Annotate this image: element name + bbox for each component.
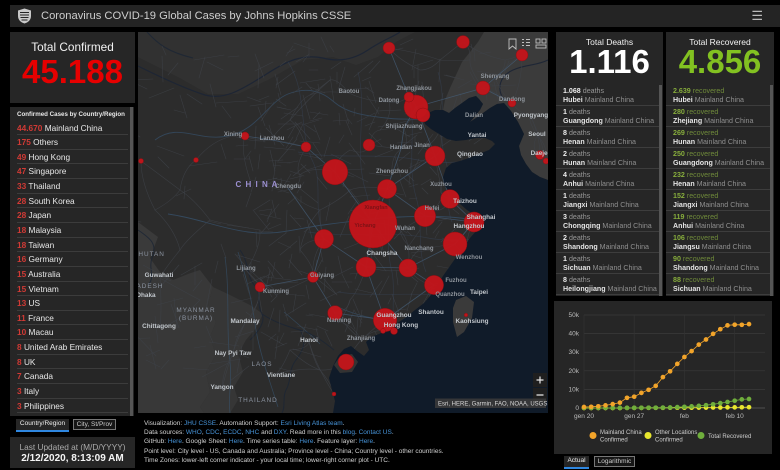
svg-text:Nay Pyi Taw: Nay Pyi Taw [215, 350, 252, 357]
svg-text:C H I N A: C H I N A [236, 180, 279, 189]
svg-text:Shijiazhuang: Shijiazhuang [385, 124, 422, 130]
svg-text:Guangzhou: Guangzhou [376, 312, 411, 319]
svg-text:Chittagong: Chittagong [142, 323, 176, 330]
svg-text:Mandalay: Mandalay [230, 318, 260, 325]
svg-text:Hefei: Hefei [425, 206, 440, 212]
svg-text:40k: 40k [569, 331, 580, 338]
svg-text:feb: feb [680, 413, 689, 420]
svg-text:Lijiang: Lijiang [236, 266, 256, 272]
svg-text:20k: 20k [569, 368, 580, 375]
svg-text:Wuhan: Wuhan [395, 226, 415, 232]
svg-text:Yichang: Yichang [354, 223, 375, 229]
svg-text:Vientiane: Vientiane [267, 372, 296, 379]
svg-text:Guiyang: Guiyang [310, 273, 334, 279]
svg-text:feb 10: feb 10 [726, 413, 744, 420]
svg-text:Shenyang: Shenyang [481, 74, 510, 80]
svg-text:Zhanjiang: Zhanjiang [347, 336, 376, 342]
svg-text:Dandong: Dandong [499, 97, 525, 103]
svg-text:Fuzhou: Fuzhou [445, 278, 467, 284]
svg-text:Nanning: Nanning [327, 318, 351, 324]
svg-text:Esri, HERE, Garmin, FAO, NOAA,: Esri, HERE, Garmin, FAO, NOAA, USGS [438, 402, 547, 408]
svg-text:Dalian: Dalian [465, 113, 483, 119]
svg-text:LAOS: LAOS [251, 361, 272, 368]
svg-text:Xuzhou: Xuzhou [430, 182, 452, 188]
svg-text:Qingdao: Qingdao [457, 151, 483, 158]
svg-text:Kaohsiung: Kaohsiung [455, 318, 488, 325]
svg-text:Hong Kong: Hong Kong [384, 322, 419, 329]
svg-text:Yangon: Yangon [210, 384, 233, 391]
svg-text:Lanzhou: Lanzhou [260, 136, 285, 142]
svg-text:Wenzhou: Wenzhou [456, 255, 483, 261]
svg-text:Xining: Xining [224, 132, 243, 138]
svg-text:Jinan: Jinan [414, 143, 430, 149]
svg-text:Kunming: Kunming [263, 289, 289, 295]
svg-text:Zhengzhou: Zhengzhou [376, 169, 408, 175]
svg-text:Datong: Datong [379, 98, 400, 104]
svg-text:Chengdu: Chengdu [275, 184, 301, 190]
svg-text:Changsha: Changsha [367, 250, 398, 257]
svg-text:Xiangfan: Xiangfan [364, 205, 388, 211]
svg-text:gen 27: gen 27 [624, 413, 644, 420]
svg-text:0: 0 [575, 405, 579, 412]
svg-text:Pyongyang: Pyongyang [514, 112, 548, 119]
svg-text:Seoul: Seoul [528, 131, 546, 138]
svg-text:Total Recovered: Total Recovered [708, 434, 751, 440]
svg-text:Quanzhou: Quanzhou [435, 292, 465, 298]
svg-text:10k: 10k [569, 386, 580, 393]
svg-text:gen 20: gen 20 [574, 413, 594, 420]
svg-text:Handan: Handan [390, 145, 412, 151]
svg-text:Shantou: Shantou [418, 309, 444, 316]
svg-text:Yantai: Yantai [468, 132, 487, 139]
svg-text:BHUTAN: BHUTAN [138, 251, 165, 258]
svg-text:Guwahati: Guwahati [145, 272, 174, 279]
svg-text:MYANMAR: MYANMAR [176, 307, 215, 314]
svg-text:Taipei: Taipei [470, 289, 488, 296]
svg-text:Shanghai: Shanghai [467, 214, 496, 221]
svg-text:Hangzhou: Hangzhou [454, 223, 485, 230]
svg-text:Nanchang: Nanchang [404, 246, 433, 252]
svg-text:30k: 30k [569, 349, 580, 356]
svg-text:Confirmed: Confirmed [655, 438, 683, 444]
svg-text:THAILAND: THAILAND [238, 397, 278, 404]
svg-text:(BURMA): (BURMA) [179, 315, 213, 322]
svg-text:Mainland China: Mainland China [600, 430, 642, 436]
svg-text:Baotou: Baotou [339, 89, 360, 95]
svg-text:Taizhou: Taizhou [453, 198, 477, 205]
svg-text:Hanoi: Hanoi [300, 337, 318, 344]
svg-text:ADESH: ADESH [138, 283, 164, 290]
svg-text:Dhaka: Dhaka [138, 292, 156, 299]
svg-text:Daejeon: Daejeon [531, 150, 548, 157]
svg-text:Confirmed: Confirmed [600, 438, 628, 444]
svg-text:Zhangjiakou: Zhangjiakou [396, 86, 432, 92]
svg-text:Other Locations: Other Locations [655, 430, 697, 436]
svg-text:50k: 50k [569, 312, 580, 319]
